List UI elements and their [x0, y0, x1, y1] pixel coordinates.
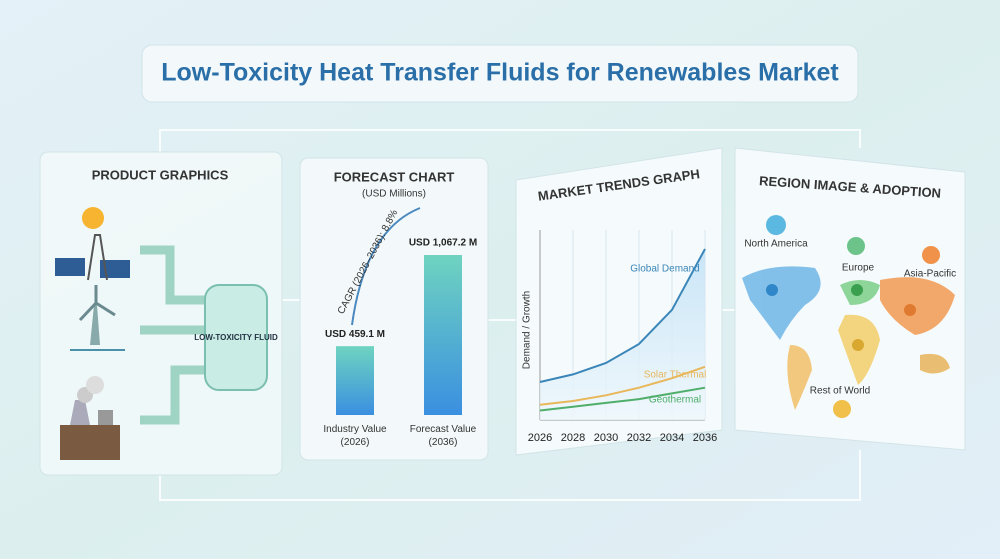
x-tick-label: 2030	[594, 432, 618, 444]
legend-label: Geothermal	[649, 394, 701, 405]
region-label: Rest of World	[810, 386, 870, 397]
product-icons	[55, 207, 130, 460]
world-map	[742, 266, 955, 410]
panel-title: PRODUCT GRAPHICS	[92, 167, 229, 182]
cagr-arrow	[351, 207, 421, 326]
value-label: USD 459.1 M	[325, 329, 385, 340]
panel-subtitle: (USD Millions)	[362, 189, 426, 200]
x-tick-label: Industry Value (2026)	[323, 424, 387, 448]
line	[539, 386, 706, 412]
region-label: North America	[744, 239, 808, 250]
line	[539, 248, 706, 383]
tank	[204, 284, 268, 391]
region-label: Europe	[842, 263, 875, 274]
bar	[336, 346, 374, 415]
region-label: Asia-Pacific	[904, 269, 956, 280]
y-axis-label: Demand / Growth	[522, 291, 533, 369]
x-tick-label: 2034	[660, 432, 684, 444]
region-pins	[766, 215, 940, 418]
bar	[424, 255, 462, 415]
x-tick-label: 2036	[693, 432, 717, 444]
panel	[39, 151, 283, 476]
x-tick-label: 2028	[561, 432, 585, 444]
panel-title: FORECAST CHART	[334, 169, 455, 184]
legend-label: Global Demand	[630, 264, 699, 275]
x-tick-label: Forecast Value (2036)	[409, 424, 477, 448]
line	[539, 365, 706, 406]
page-title: Low-Toxicity Heat Transfer Fluids for Re…	[161, 59, 839, 87]
tank-label: LOW-TOXICITY FLUID	[194, 333, 278, 342]
area	[540, 249, 705, 420]
pipes	[140, 245, 205, 425]
legend-label: Solar Thermal	[644, 369, 707, 380]
value-label: USD 1,067.2 M	[409, 238, 477, 249]
x-tick-label: 2026	[528, 432, 552, 444]
connectors	[159, 129, 861, 501]
title-box	[141, 44, 859, 103]
x-tick-label: 2032	[627, 432, 651, 444]
